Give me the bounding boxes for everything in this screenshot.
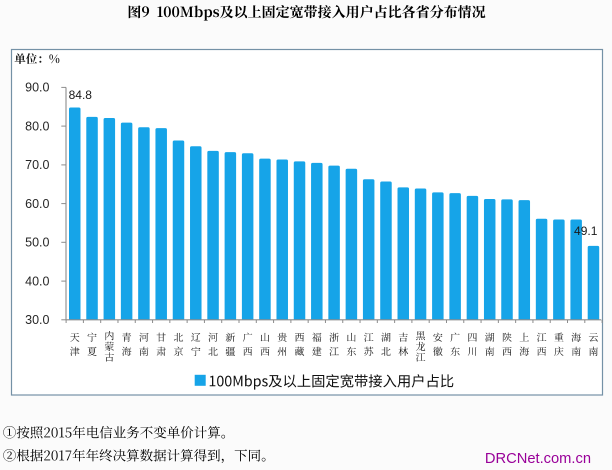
svg-text:60.0: 60.0	[25, 197, 49, 211]
svg-text:90.0: 90.0	[25, 81, 49, 95]
svg-text:49.1: 49.1	[574, 224, 598, 238]
svg-text:50.0: 50.0	[25, 236, 49, 250]
svg-text:30.0: 30.0	[25, 313, 49, 327]
svg-text:40.0: 40.0	[25, 274, 49, 288]
svg-text:70.0: 70.0	[25, 158, 49, 172]
svg-text:80.0: 80.0	[25, 119, 49, 133]
svg-text:84.8: 84.8	[69, 88, 93, 102]
svg-text:DRCNet.com.cn: DRCNet.com.cn	[485, 451, 591, 467]
